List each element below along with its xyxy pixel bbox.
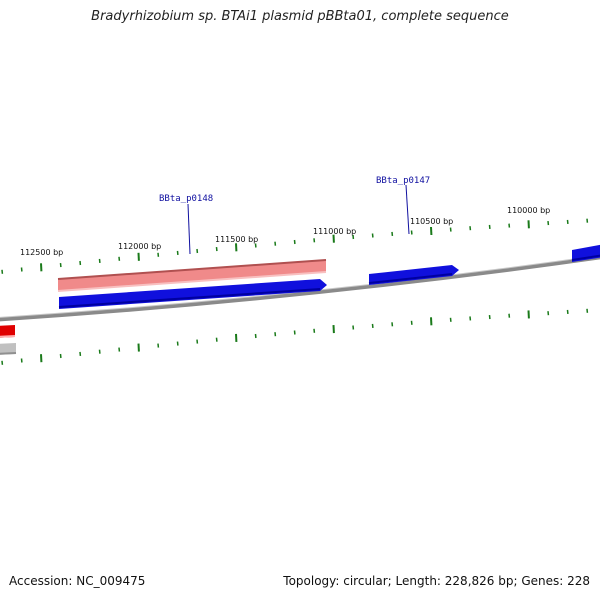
sequence-backbone: [0, 255, 600, 322]
scale-label-112500: 112500 bp: [20, 248, 63, 257]
gene-feature-p0147[interactable]: [368, 265, 459, 285]
gene-feature-p0148[interactable]: [58, 279, 327, 309]
gene-label-p0148[interactable]: BBta_p0148: [159, 194, 213, 204]
gene-feature-left-gray[interactable]: [0, 343, 17, 355]
gene-feature-right-edge[interactable]: [571, 243, 600, 262]
scale-label-112000: 112000 bp: [118, 242, 161, 251]
leader-line-p0148: [187, 203, 191, 255]
inner-tick-track: [1, 308, 589, 365]
gene-feature-left-red[interactable]: [0, 325, 16, 338]
scale-label-111500: 111500 bp: [215, 235, 258, 244]
outer-tick-track: [1, 218, 589, 274]
topology-summary-text: Topology: circular; Length: 228,826 bp; …: [283, 574, 590, 588]
gene-feature-p0148-pink[interactable]: [57, 259, 327, 292]
scale-label-111000: 111000 bp: [313, 227, 356, 236]
scale-label-110500: 110500 bp: [410, 217, 453, 226]
leader-line-p0147: [405, 184, 410, 235]
scale-label-110000: 110000 bp: [507, 206, 550, 215]
gene-label-p0147[interactable]: BBta_p0147: [376, 176, 430, 186]
accession-text: Accession: NC_009475: [9, 574, 146, 588]
map-title: Bradyrhizobium sp. BTAi1 plasmid pBBta01…: [91, 9, 509, 24]
